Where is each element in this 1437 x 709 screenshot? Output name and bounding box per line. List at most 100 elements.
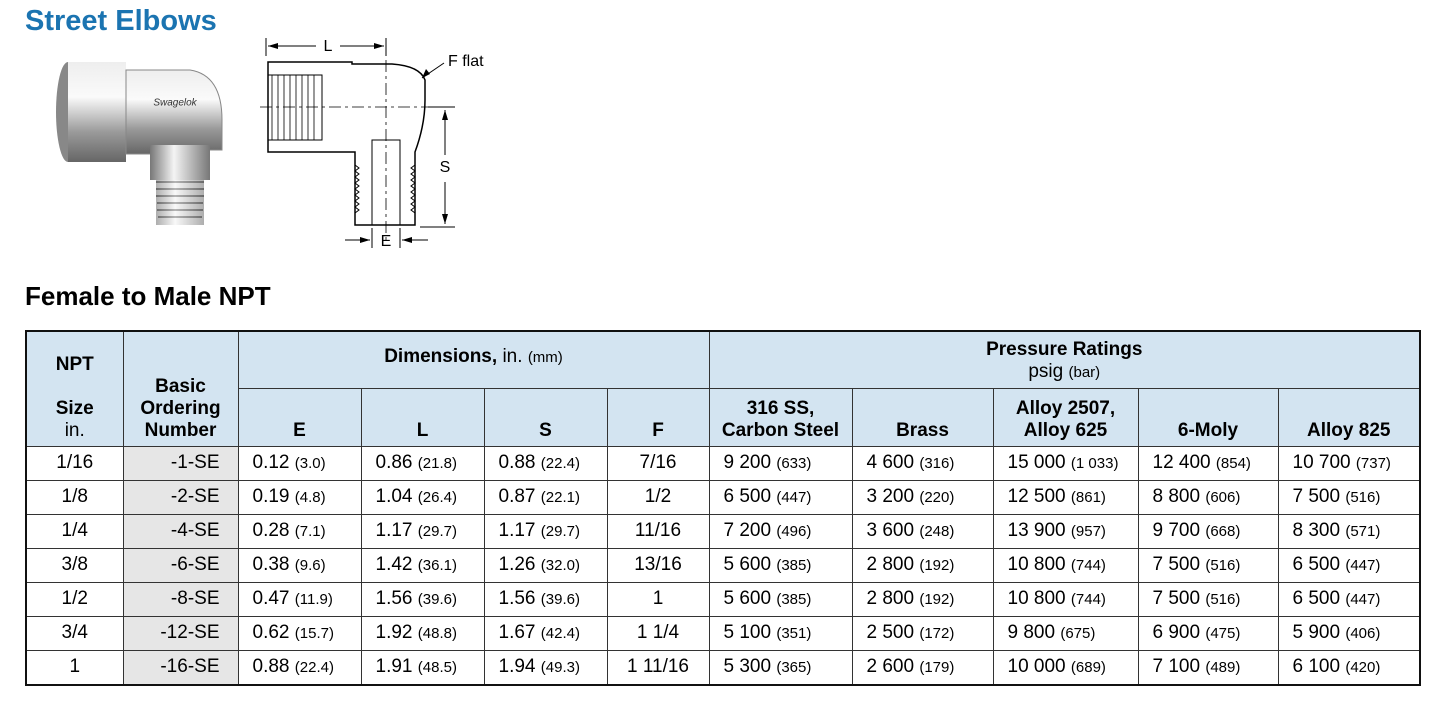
header-text: 6-Moly bbox=[1177, 419, 1239, 441]
cell-value: 6 900 bbox=[1152, 622, 1201, 643]
table-cell: -12-SE bbox=[122, 615, 239, 651]
cell-metric: (39.6) bbox=[540, 591, 580, 608]
cell-value: 15 000 bbox=[1007, 452, 1066, 473]
header-cell: E bbox=[237, 387, 362, 447]
header-text: Ordering bbox=[140, 397, 221, 419]
cell-metric: (3.0) bbox=[294, 455, 326, 472]
cell-metric: (351) bbox=[776, 625, 812, 642]
table-cell: 1.67 (42.4) bbox=[483, 615, 608, 651]
cell-metric: (633) bbox=[776, 455, 812, 472]
cell-metric: (737) bbox=[1355, 455, 1391, 472]
table-row: 1/4 -4-SE 0.28 (7.1) 1.17 (29.7) 1.17 (29.7)… bbox=[25, 513, 1421, 549]
cell-value: 7 100 bbox=[1152, 656, 1201, 677]
table-cell: 3 200 (220) bbox=[851, 479, 994, 515]
cell-metric: (365) bbox=[776, 659, 812, 676]
cell-value: 7 500 bbox=[1292, 486, 1341, 507]
cell-metric: (420) bbox=[1345, 659, 1381, 676]
table-cell: 1/2 bbox=[25, 581, 124, 617]
drawing bbox=[260, 38, 455, 248]
table-cell: 3/4 bbox=[25, 615, 124, 651]
header-text: Alloy 825 bbox=[1307, 419, 1391, 441]
cell-value: 1.92 bbox=[375, 622, 413, 643]
cell-value: 10 800 bbox=[1007, 554, 1066, 575]
cell-metric: (9.6) bbox=[294, 557, 326, 574]
header-cell: Basic Ordering Number bbox=[122, 330, 239, 447]
table-row: 3/4 -12-SE 0.62 (15.7) 1.92 (48.8) 1.67 (42.… bbox=[25, 615, 1421, 651]
table-row: 1/16 -1-SE 0.12 (3.0) 0.86 (21.8) 0.88 (22.4… bbox=[25, 445, 1421, 481]
cell-metric: (49.3) bbox=[540, 659, 580, 676]
cell-metric: (42.4) bbox=[540, 625, 580, 642]
cell-value: 3 600 bbox=[866, 520, 915, 541]
cell-value: 4 600 bbox=[866, 452, 915, 473]
table-cell: 3 600 (248) bbox=[851, 513, 994, 549]
table-cell: 2 500 (172) bbox=[851, 615, 994, 651]
cell-value: 2 800 bbox=[866, 588, 915, 609]
header-text: psig bbox=[1028, 360, 1064, 382]
header-text: Dimensions, bbox=[384, 346, 498, 368]
cell-value: 8 300 bbox=[1292, 520, 1341, 541]
cell-metric: (192) bbox=[919, 591, 955, 608]
cell-value: 5 100 bbox=[723, 622, 772, 643]
table-cell: 1 1/4 bbox=[606, 615, 710, 651]
cell-metric: (447) bbox=[1345, 557, 1381, 574]
cell-metric: (316) bbox=[919, 455, 955, 472]
table-cell: 2 600 (179) bbox=[851, 649, 994, 685]
header-text: in. bbox=[64, 419, 85, 441]
table-cell: 5 300 (365) bbox=[708, 649, 853, 685]
cell-metric: (516) bbox=[1205, 591, 1241, 608]
table-cell: 0.19 (4.8) bbox=[237, 479, 362, 515]
cell-metric: (248) bbox=[919, 523, 955, 540]
table-cell: 1.56 (39.6) bbox=[360, 581, 485, 617]
table-cell: 8 300 (571) bbox=[1277, 513, 1421, 549]
table-cell: 1.91 (48.5) bbox=[360, 649, 485, 685]
cell-metric: (496) bbox=[776, 523, 812, 540]
cell-metric: (689) bbox=[1070, 659, 1106, 676]
product-figure: Swagelok L F flat S E bbox=[56, 38, 484, 250]
header-cell: Brass bbox=[851, 387, 994, 447]
cell-value: 1.17 bbox=[498, 520, 536, 541]
cell-value: 13 900 bbox=[1007, 520, 1066, 541]
table-cell: 4 600 (316) bbox=[851, 445, 994, 481]
cell-value: 10 000 bbox=[1007, 656, 1066, 677]
cell-value: 1.94 bbox=[498, 656, 536, 677]
table-cell: 12 400 (854) bbox=[1137, 445, 1279, 481]
cell-metric: (22.4) bbox=[540, 455, 580, 472]
cell-metric: (220) bbox=[919, 489, 955, 506]
cell-value: 0.88 bbox=[498, 452, 536, 473]
cell-value: 7 500 bbox=[1152, 588, 1201, 609]
header-text: Size bbox=[55, 397, 94, 419]
cell-metric: (744) bbox=[1070, 557, 1106, 574]
section-title: Female to Male NPT bbox=[25, 281, 271, 311]
table-cell: 9 200 (633) bbox=[708, 445, 853, 481]
table-cell: -2-SE bbox=[122, 479, 239, 515]
table-cell: 1.56 (39.6) bbox=[483, 581, 608, 617]
table-cell: 10 800 (744) bbox=[992, 581, 1139, 617]
cell-value: 1.56 bbox=[498, 588, 536, 609]
cell-metric: (29.7) bbox=[417, 523, 457, 540]
cell-metric: (447) bbox=[1345, 591, 1381, 608]
header-text: 316 SS, bbox=[746, 397, 815, 419]
cell-value: 10 800 bbox=[1007, 588, 1066, 609]
table-cell: 7/16 bbox=[606, 445, 710, 481]
table-cell: 1/16 bbox=[25, 445, 124, 481]
table-cell: 13/16 bbox=[606, 547, 710, 583]
cell-value: 1.67 bbox=[498, 622, 536, 643]
cell-metric: (22.1) bbox=[540, 489, 580, 506]
header-text: (mm) bbox=[527, 349, 563, 367]
header-text: (bar) bbox=[1068, 363, 1101, 381]
table-cell: -6-SE bbox=[122, 547, 239, 583]
table-cell: 0.88 (22.4) bbox=[483, 445, 608, 481]
table-cell: 0.62 (15.7) bbox=[237, 615, 362, 651]
cell-metric: (11.9) bbox=[294, 591, 333, 608]
cell-value: 10 700 bbox=[1292, 452, 1351, 473]
table-cell: 0.86 (21.8) bbox=[360, 445, 485, 481]
cell-metric: (675) bbox=[1060, 625, 1096, 642]
cell-metric: (606) bbox=[1205, 489, 1241, 506]
table-cell: 6 500 (447) bbox=[1277, 581, 1421, 617]
table-cell: 0.47 (11.9) bbox=[237, 581, 362, 617]
table-cell: 1 11/16 bbox=[606, 649, 710, 685]
cell-value: 7 500 bbox=[1152, 554, 1201, 575]
table-cell: -8-SE bbox=[122, 581, 239, 617]
cell-metric: (854) bbox=[1215, 455, 1251, 472]
cell-value: 9 200 bbox=[723, 452, 772, 473]
